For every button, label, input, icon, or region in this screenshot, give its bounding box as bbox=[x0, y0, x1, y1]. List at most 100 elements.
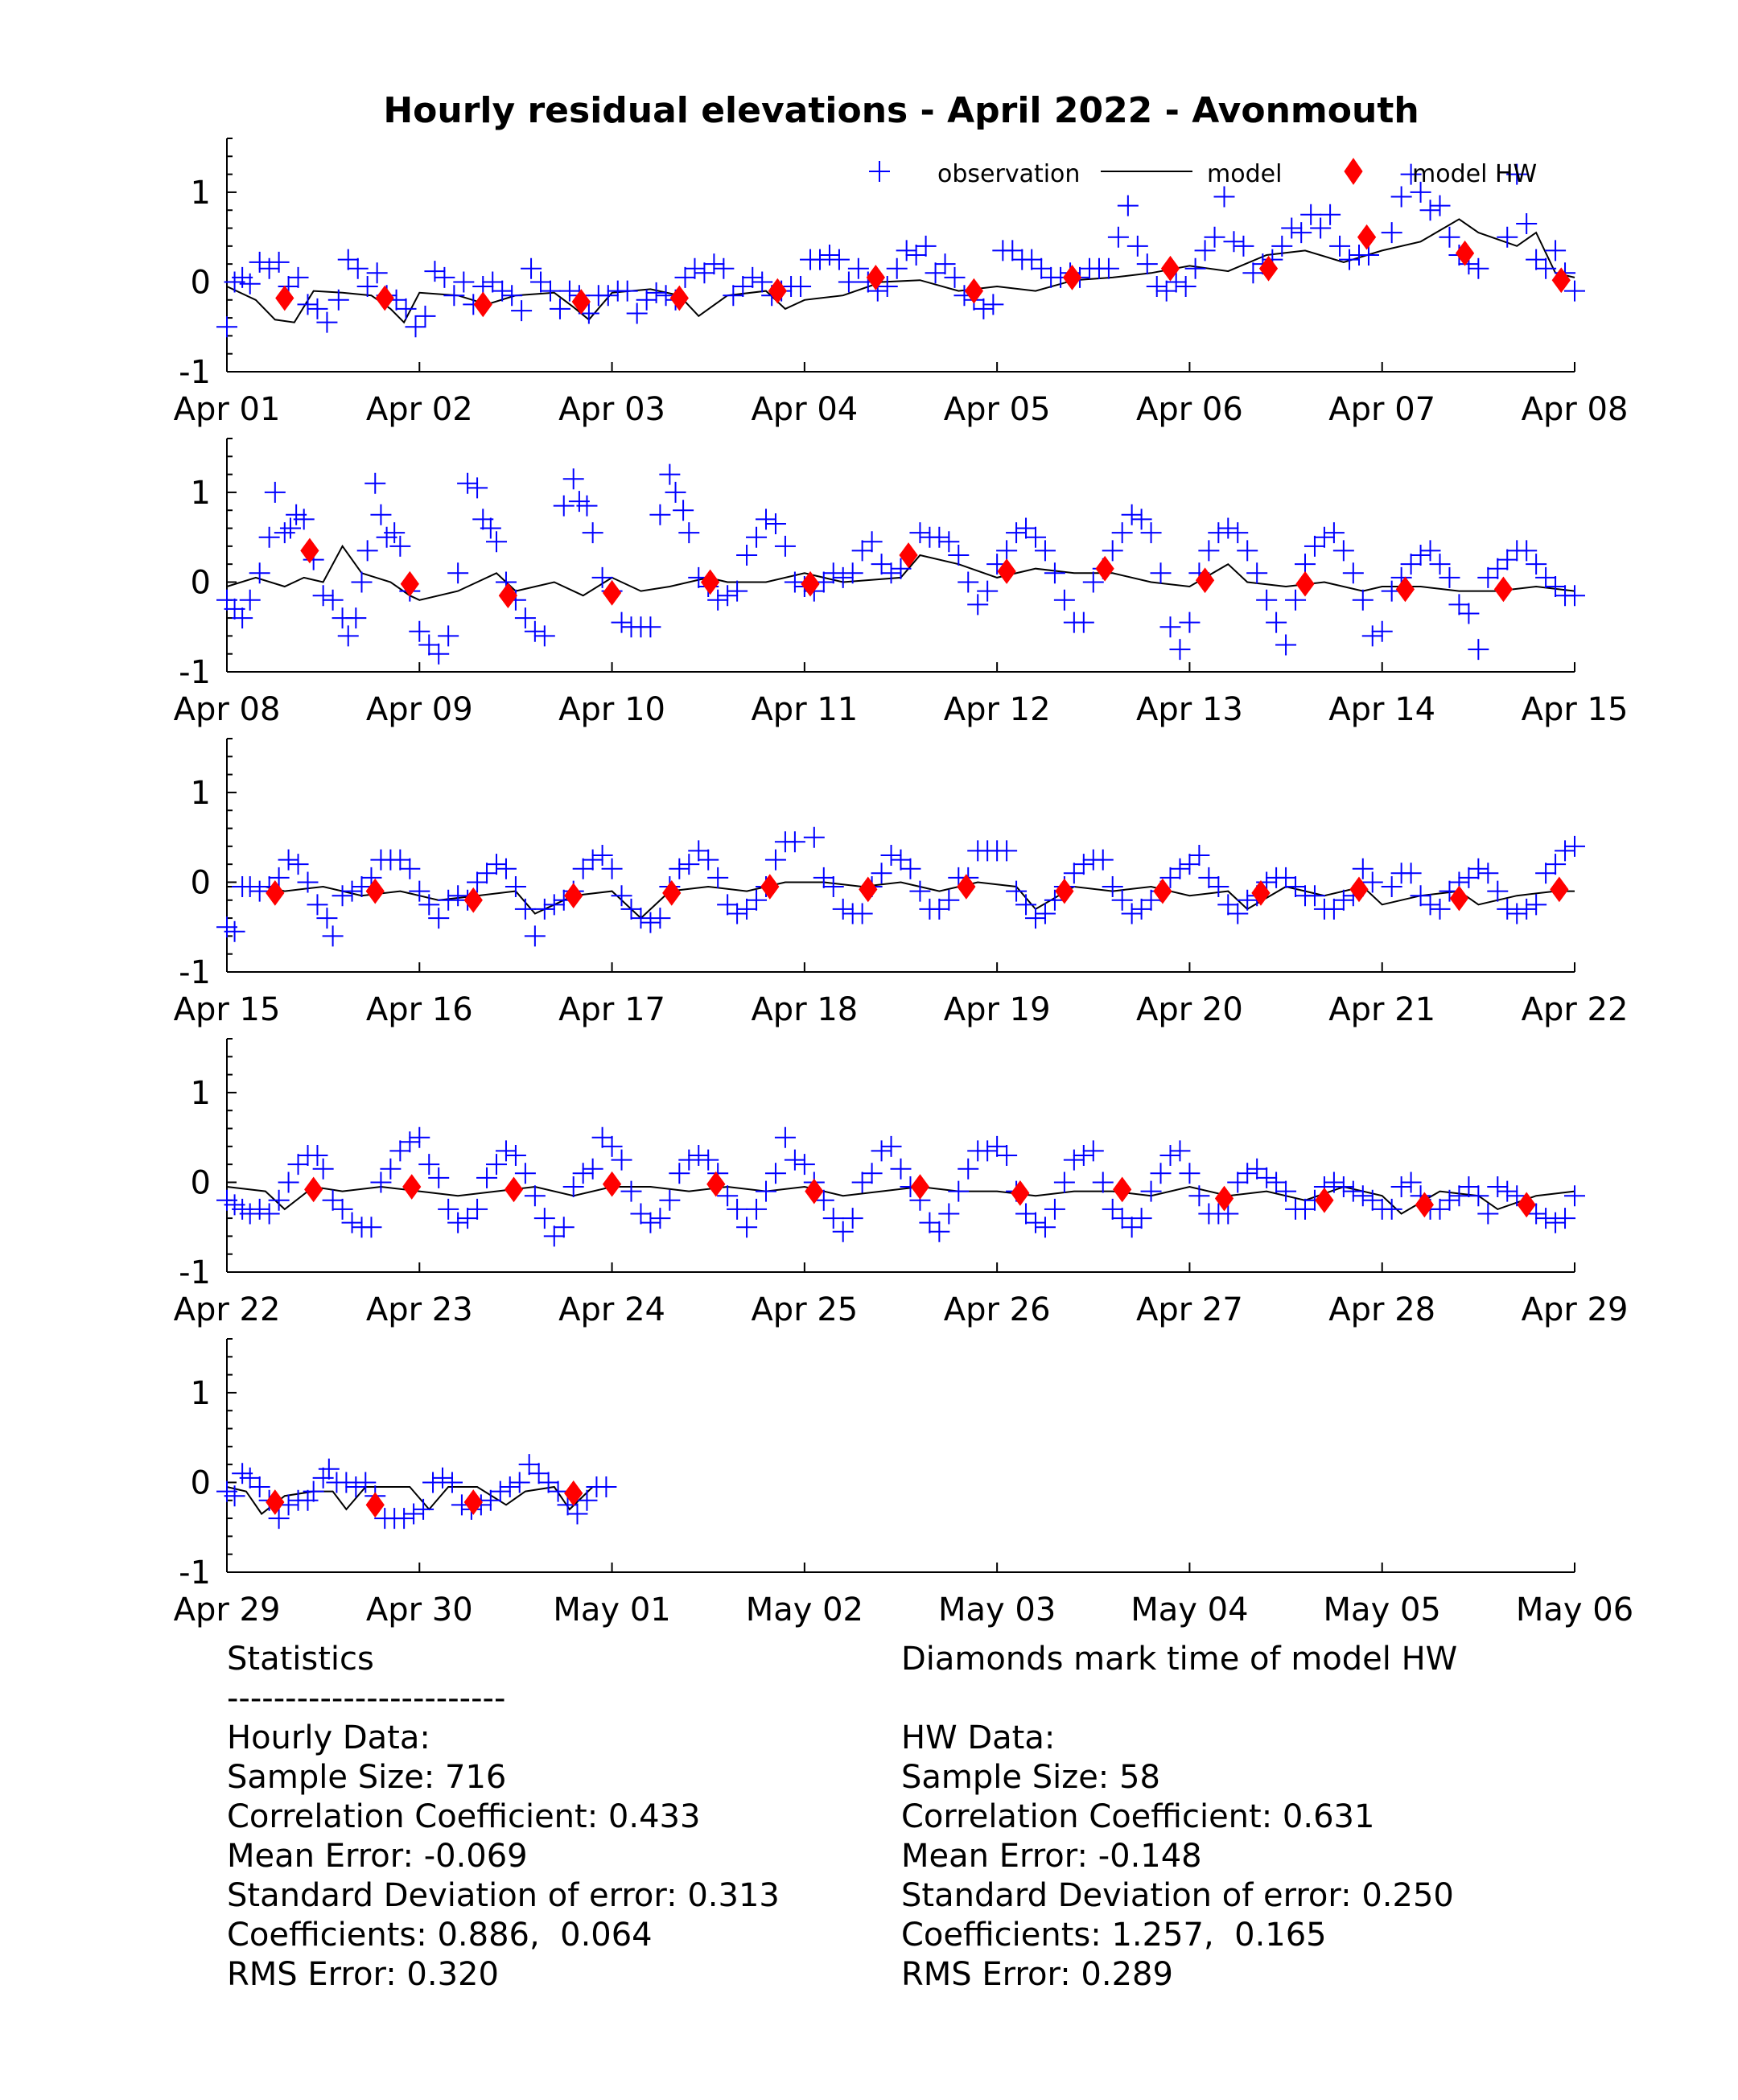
observation-point bbox=[341, 880, 363, 902]
observation-point bbox=[1246, 1158, 1268, 1180]
model-hw-marker bbox=[1449, 885, 1469, 912]
observation-point bbox=[851, 903, 873, 924]
observation-point bbox=[1400, 1171, 1422, 1193]
observation-point bbox=[1458, 867, 1480, 888]
observation-point bbox=[1136, 253, 1158, 275]
observation-point bbox=[1111, 1208, 1133, 1229]
observation-point bbox=[1555, 1208, 1576, 1229]
stats-right-line: Correlation Coefficient: 0.631 bbox=[901, 1798, 1375, 1835]
panel-3: -1 0 1 Apr 15 Apr 16 Apr 17 Apr 18 Apr 19 Apr 20… bbox=[174, 738, 1628, 1028]
observation-point bbox=[409, 1126, 430, 1148]
observation-point bbox=[303, 1480, 324, 1502]
observation-point bbox=[413, 1498, 434, 1520]
observation-point bbox=[1410, 885, 1431, 907]
observation-point bbox=[790, 276, 812, 298]
model-hw-marker bbox=[400, 570, 419, 597]
legend-observation-marker bbox=[869, 161, 890, 182]
x-tick-label: Apr 07 bbox=[1328, 391, 1435, 428]
stats-left-line: Statistics bbox=[227, 1641, 374, 1678]
observation-point bbox=[1332, 540, 1354, 562]
x-tick-label: Apr 23 bbox=[366, 1291, 473, 1328]
observation-point bbox=[1516, 540, 1538, 562]
observation-point bbox=[640, 616, 661, 638]
observation-point bbox=[832, 898, 854, 920]
observation-point bbox=[1034, 903, 1056, 924]
observation-point bbox=[495, 858, 517, 879]
observation-point bbox=[1400, 863, 1422, 884]
observation-point bbox=[1073, 611, 1094, 633]
observation-point bbox=[1111, 889, 1133, 911]
observation-point bbox=[297, 871, 319, 893]
observation-point bbox=[1352, 858, 1374, 879]
observation-point bbox=[915, 235, 937, 257]
observation-point bbox=[756, 509, 776, 530]
observation-point bbox=[591, 1126, 613, 1148]
observation-point bbox=[1410, 181, 1431, 203]
observation-point bbox=[467, 1198, 488, 1220]
observation-point bbox=[822, 1208, 844, 1229]
model-hw-marker bbox=[1357, 224, 1377, 250]
observation-point bbox=[752, 271, 773, 293]
stats-left-line: Hourly Data: bbox=[227, 1719, 430, 1756]
observation-point bbox=[1194, 240, 1216, 261]
observation-point bbox=[1150, 1163, 1172, 1184]
observation-point bbox=[929, 1221, 950, 1242]
observation-point bbox=[287, 266, 309, 288]
stats-left-line: Correlation Coefficient: 0.433 bbox=[227, 1798, 701, 1835]
observation-point bbox=[1487, 558, 1509, 579]
observation-point bbox=[909, 522, 931, 544]
observation-point bbox=[1419, 894, 1441, 916]
observation-point bbox=[524, 1185, 546, 1207]
observation-point bbox=[322, 925, 344, 947]
observation-point bbox=[1564, 280, 1585, 302]
observation-point bbox=[1400, 163, 1422, 185]
observation-point bbox=[1256, 1167, 1278, 1188]
observation-point bbox=[467, 477, 488, 499]
observation-point bbox=[1102, 876, 1123, 898]
y-tick-label: 0 bbox=[191, 264, 211, 301]
observation-point bbox=[1034, 540, 1056, 562]
observation-point bbox=[274, 522, 295, 544]
observation-point bbox=[784, 571, 805, 593]
observation-point bbox=[499, 1476, 521, 1498]
observation-point bbox=[1237, 540, 1258, 562]
observation-point bbox=[717, 585, 739, 607]
observation-point bbox=[1439, 1189, 1460, 1211]
observation-point bbox=[582, 522, 603, 544]
observation-point bbox=[1275, 634, 1297, 656]
x-tick-label: Apr 17 bbox=[558, 991, 665, 1028]
observation-point bbox=[336, 1472, 357, 1493]
observation-point bbox=[1242, 262, 1264, 284]
observation-point bbox=[1304, 535, 1325, 557]
observation-point bbox=[337, 249, 359, 270]
observation-point bbox=[1497, 898, 1518, 920]
observation-point bbox=[1400, 554, 1422, 575]
x-tick-label: Apr 15 bbox=[1522, 691, 1629, 728]
observation-point bbox=[880, 845, 902, 866]
observation-point bbox=[630, 908, 652, 929]
observation-point bbox=[1332, 1176, 1354, 1198]
observation-point bbox=[665, 481, 686, 503]
observation-point bbox=[1352, 589, 1374, 611]
observation-point bbox=[351, 571, 373, 593]
x-tick-label: Apr 11 bbox=[751, 691, 858, 728]
observation-point bbox=[640, 912, 661, 933]
observation-point bbox=[1323, 898, 1345, 920]
observation-point bbox=[249, 1198, 270, 1220]
observation-point bbox=[1310, 217, 1332, 239]
observation-point bbox=[678, 522, 700, 544]
model-hw-marker bbox=[1214, 1185, 1234, 1212]
observation-point bbox=[268, 1189, 290, 1211]
observation-point bbox=[524, 620, 546, 642]
observation-point bbox=[540, 280, 561, 302]
observation-point bbox=[764, 513, 786, 534]
observation-point bbox=[707, 589, 729, 611]
observation-point bbox=[1429, 554, 1451, 575]
observation-point bbox=[746, 1198, 768, 1220]
observation-point bbox=[486, 854, 507, 875]
observation-point bbox=[403, 1503, 425, 1525]
observation-point bbox=[703, 253, 725, 275]
observation-point bbox=[1516, 212, 1538, 234]
observation-point bbox=[591, 845, 613, 866]
observation-point bbox=[674, 266, 696, 288]
